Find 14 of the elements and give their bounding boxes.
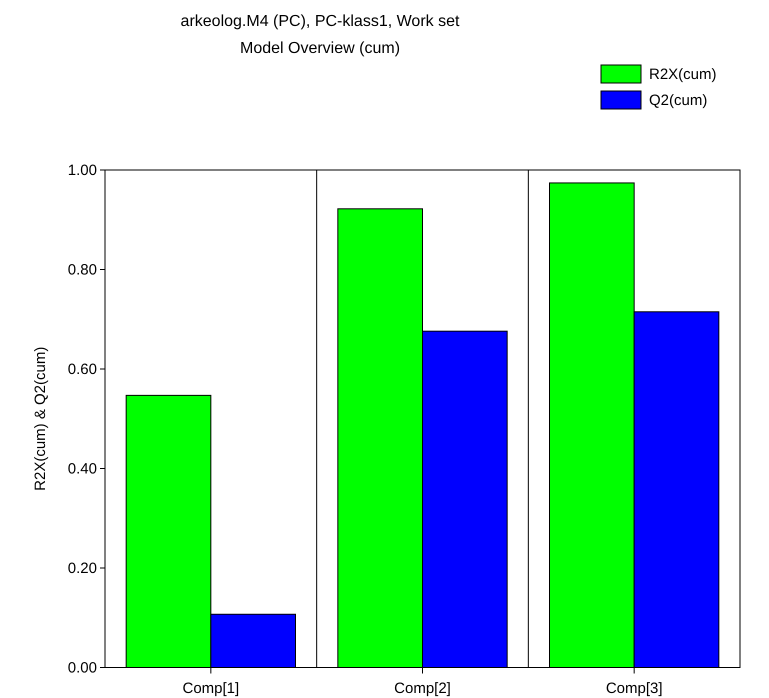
y-tick-label: 0.00	[68, 659, 97, 676]
y-tick-label: 0.40	[68, 460, 97, 478]
x-tick-label: Comp[1]	[182, 680, 240, 697]
y-tick-label: 0.80	[68, 261, 97, 278]
y-tick-label: 1.00	[68, 162, 97, 179]
y-axis-title: R2X(cum) & Q2(cum)	[32, 346, 49, 491]
x-tick-label: Comp[2]	[394, 680, 451, 697]
legend-label: R2X(cum)	[649, 66, 717, 83]
y-tick-label: 0.60	[68, 360, 97, 378]
x-tick-label: Comp[3]	[606, 680, 663, 697]
chart-subtitle: Model Overview (cum)	[240, 40, 400, 57]
chart-title: arkeolog.M4 (PC), PC-klass1, Work set	[180, 13, 460, 30]
legend-label: Q2(cum)	[649, 92, 708, 109]
y-tick-label: 0.20	[68, 560, 97, 577]
